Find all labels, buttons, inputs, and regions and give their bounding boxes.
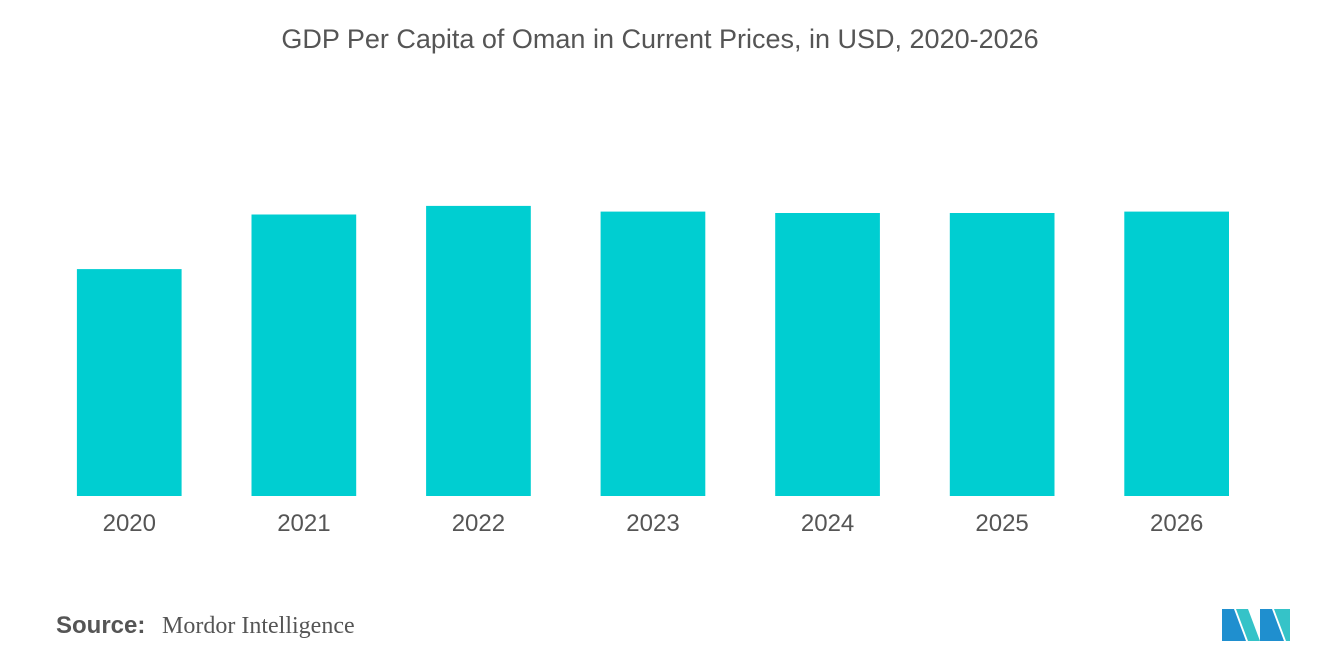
source-value: Mordor Intelligence — [162, 613, 355, 639]
x-tick-label-2022: 2022 — [452, 510, 505, 537]
bar-2022 — [426, 205, 531, 496]
x-tick-label-2026: 2026 — [1150, 510, 1203, 537]
x-tick-labels-group: 2020 2021 2022 2023 2024 2025 2026 — [103, 510, 1204, 537]
bars-group — [76, 205, 1229, 496]
x-tick-label-2025: 2025 — [975, 510, 1028, 537]
x-tick-label-2024: 2024 — [801, 510, 854, 537]
bar-2020 — [76, 269, 182, 496]
bar-2025 — [949, 213, 1055, 496]
x-tick-label-2020: 2020 — [103, 510, 156, 537]
mordor-intelligence-logo-icon — [1222, 609, 1290, 641]
source-label: Source: — [56, 612, 146, 639]
bar-2026 — [1124, 211, 1229, 496]
source-note: Source: Mordor Intelligence — [56, 612, 355, 640]
bar-2021 — [251, 214, 357, 496]
bar-2024 — [775, 213, 880, 496]
x-tick-label-2021: 2021 — [277, 510, 330, 537]
bar-2023 — [600, 211, 706, 496]
x-tick-label-2023: 2023 — [626, 510, 679, 537]
chart-title: GDP Per Capita of Oman in Current Prices… — [281, 24, 1039, 54]
